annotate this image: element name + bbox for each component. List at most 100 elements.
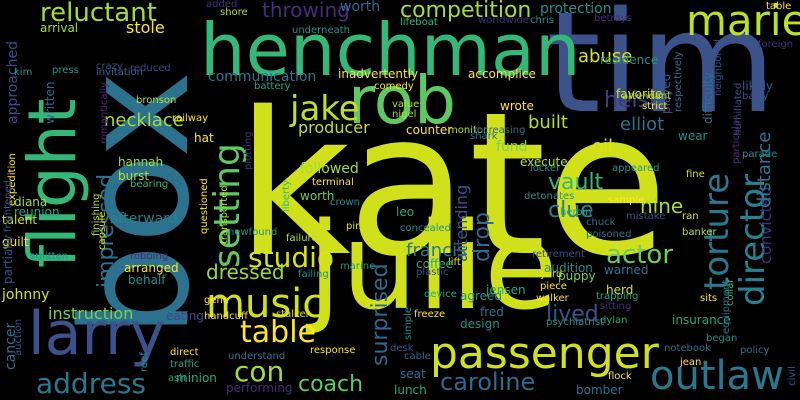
cloud-word: traffic (170, 359, 200, 370)
cloud-word: likely (742, 79, 774, 93)
cloud-word: shore (220, 7, 248, 18)
cloud-word: henchman (200, 8, 581, 92)
cloud-word: capsule (97, 211, 108, 250)
cloud-word: talent (2, 213, 38, 227)
cloud-word: abuse (578, 46, 633, 67)
cloud-word: protection (540, 1, 612, 17)
cloud-word: behalf (128, 273, 166, 287)
cloud-word: address (36, 367, 147, 400)
cloud-word: insurance (672, 313, 731, 327)
cloud-word: coffee (416, 257, 453, 271)
cloud-word: terminal (312, 177, 354, 188)
cloud-word: appeared (612, 163, 660, 174)
cloud-word: favorite (616, 87, 663, 101)
cloud-word: sample (608, 195, 645, 206)
cloud-word: reef (139, 352, 150, 372)
cloud-word: reunion (14, 205, 60, 219)
cloud-word: leo (396, 205, 415, 219)
cloud-word: lived (546, 302, 599, 327)
cloud-word: crown (330, 197, 361, 208)
cloud-word: civil (787, 366, 798, 386)
cloud-word: wrote (500, 99, 534, 113)
cloud-word: invitation (96, 67, 144, 78)
cloud-word: table (766, 1, 792, 12)
cloud-word: worldwide (478, 15, 529, 26)
cloud-word: value (392, 99, 420, 110)
cloud-word: jensen (486, 283, 526, 297)
cloud-word: hannah (118, 155, 164, 169)
cloud-word: outlaw (650, 353, 784, 399)
cloud-word: monitor (448, 125, 488, 136)
cloud-word: attending (452, 184, 471, 262)
cloud-word: understand (228, 351, 286, 362)
cloud-word: reduced (130, 63, 171, 74)
cloud-word: rob (348, 62, 456, 139)
cloud-word: newfound (228, 227, 278, 238)
cloud-word: warned (604, 263, 649, 277)
cloud-word: pin (346, 221, 362, 232)
cloud-word: parade (742, 149, 778, 160)
cloud-word: inadvertently (338, 67, 419, 81)
cloud-word: counter (406, 123, 453, 137)
cloud-word: performing (226, 381, 293, 395)
cloud-word: banker (682, 227, 717, 238)
cloud-word: guilt (2, 235, 29, 249)
cloud-word: lifeboat (400, 17, 438, 28)
cloud-word: julie (308, 198, 558, 337)
cloud-word: neighbored (713, 39, 724, 96)
cloud-word: comedy (374, 81, 414, 92)
cloud-word: puppy (558, 269, 596, 283)
cloud-word: sitting (600, 301, 632, 312)
cloud-word: sits (700, 293, 718, 304)
cloud-word: dressed (206, 260, 285, 284)
cloud-word: dylan (600, 315, 628, 326)
cloud-word: diana (14, 195, 48, 209)
cloud-word: desk (390, 343, 414, 354)
cloud-word: stalker (276, 309, 310, 320)
cloud-word: increasing (474, 125, 526, 136)
cloud-word: bearing (130, 179, 169, 190)
cloud-word: clue (548, 198, 594, 223)
cloud-word: chuck (586, 217, 616, 228)
cloud-word: failure (286, 233, 318, 244)
cloud-word: freeze (414, 309, 446, 320)
cloud-word: marie (686, 0, 800, 45)
cloud-word: minion (176, 371, 217, 385)
cloud-word: tim (546, 0, 777, 145)
cloud-word: lunch (394, 383, 427, 397)
cloud-word: respectively (673, 51, 684, 112)
cloud-word: device (424, 289, 457, 300)
cloud-word: frightened (3, 179, 14, 232)
cloud-word: jean (680, 357, 702, 368)
cloud-word: railway (172, 113, 209, 124)
cloud-word: heroin (560, 207, 592, 218)
cloud-word: music (206, 281, 325, 327)
cloud-word: began (706, 333, 738, 344)
cloud-word: worth (340, 0, 381, 15)
cloud-word: audition (544, 261, 593, 275)
cloud-word: added (206, 0, 238, 10)
cloud-word: handcuff (204, 311, 248, 322)
cloud-word: barry (742, 91, 769, 102)
cloud-word: fine (686, 169, 705, 180)
cloud-word: producer (298, 118, 370, 137)
cloud-word: execute (520, 155, 568, 169)
cloud-word: liberty (281, 179, 292, 212)
cloud-word: distance (754, 131, 775, 208)
cloud-word: ash (168, 373, 186, 384)
cloud-word: detonates (524, 191, 575, 202)
cloud-word: battery (254, 81, 291, 92)
cloud-word: collar (725, 278, 736, 306)
cloud-word: residence (600, 53, 659, 67)
cloud-word: gene (204, 295, 229, 306)
cloud-word: kim (14, 67, 33, 78)
cloud-word: arrival (40, 21, 79, 35)
cloud-word: concealed (400, 223, 452, 234)
cloud-word: flock (608, 371, 632, 382)
cloud-word: throwing (262, 0, 350, 22)
cloud-word: nigel (392, 109, 417, 120)
cloud-word: poisoned (586, 229, 632, 240)
cloud-word: retirement (532, 249, 585, 260)
cloud-word: smitten (30, 251, 69, 262)
cloud-word: romantically (99, 81, 110, 144)
